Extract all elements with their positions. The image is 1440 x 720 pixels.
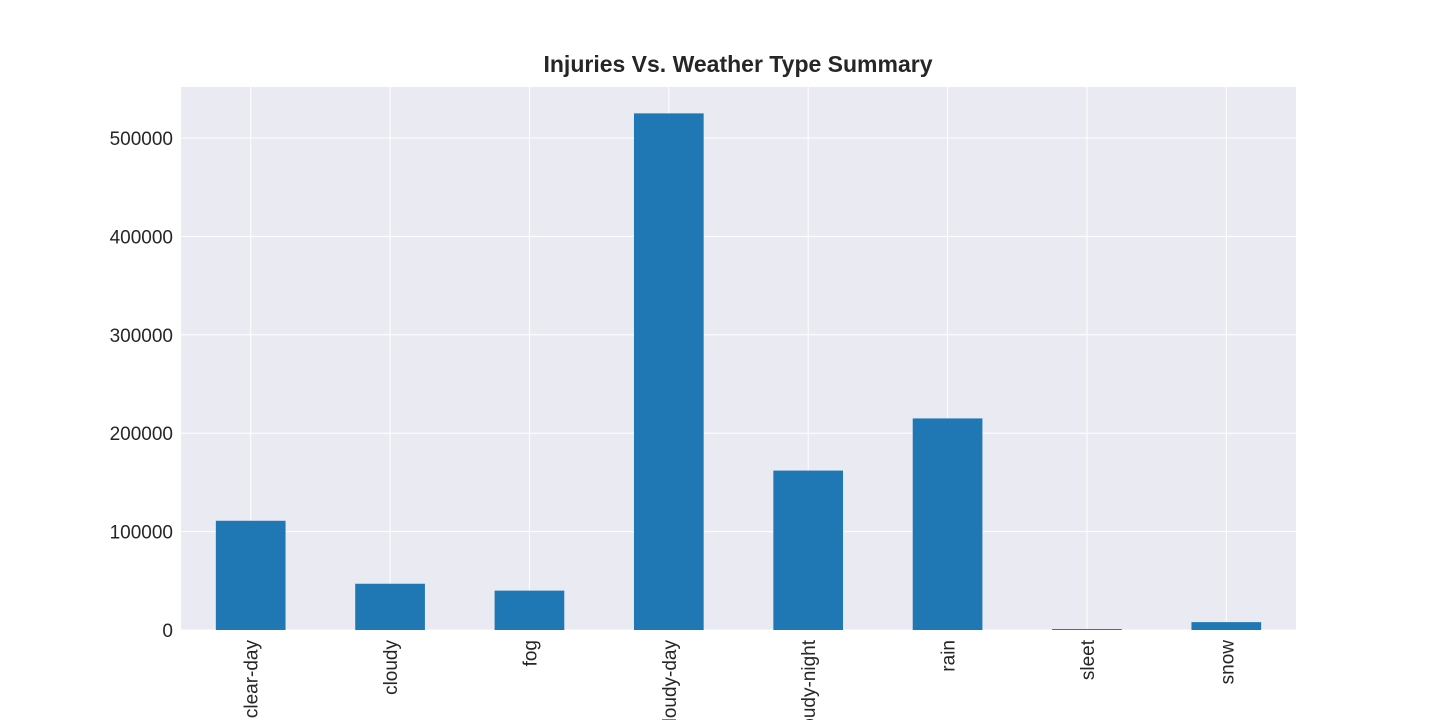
bar: [1191, 622, 1262, 630]
bar: [633, 113, 704, 630]
chart-title: Injuries Vs. Weather Type Summary: [543, 51, 932, 77]
x-tick-label: clear-day: [242, 640, 263, 719]
bar: [1052, 629, 1122, 630]
x-tick-label: partly-cloudy-day: [660, 640, 681, 720]
x-tick-label: partly-cloudy-night: [799, 639, 820, 720]
x-tick-label: fog: [520, 640, 541, 666]
y-tick-label: 300000: [110, 326, 173, 347]
x-tick-label: snow: [1217, 640, 1238, 685]
x-tick-label: cloudy: [381, 640, 402, 695]
bar: [494, 590, 565, 630]
plot-area: [181, 87, 1296, 630]
x-tick-label: sleet: [1078, 639, 1099, 680]
y-tick-label: 200000: [110, 424, 173, 445]
y-tick-label: 100000: [110, 523, 173, 544]
y-tick-label: 500000: [110, 129, 173, 150]
y-tick-label: 400000: [110, 227, 173, 248]
bar: [215, 520, 286, 630]
x-tick-label: rain: [939, 640, 960, 672]
bar: [912, 418, 983, 630]
bar: [355, 583, 425, 630]
bar: [773, 470, 844, 630]
y-tick-label: 0: [162, 621, 173, 642]
